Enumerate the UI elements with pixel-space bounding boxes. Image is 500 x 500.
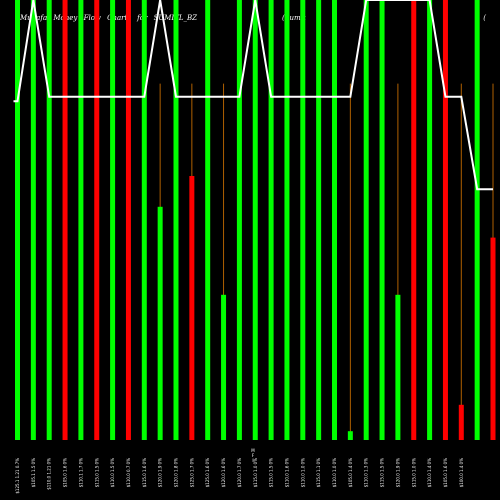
bar-2: [46, 0, 52, 440]
bar-4: [78, 0, 84, 440]
x-tick-label-5: $115.0 1.5 0%: [94, 458, 99, 487]
chart-subtitle: (Sumit: [282, 14, 306, 22]
x-tick-label-20: $110.0 1.0 0%: [332, 458, 337, 487]
x-tick-label-3: $105.0 1.6 0%: [63, 458, 68, 487]
x-tick-label-0: $125.1 1.21 0.7%: [15, 458, 20, 494]
x-tick-label-10: $120.0 1.8 0%: [174, 458, 179, 487]
bar-6: [110, 0, 116, 440]
bar-11: [189, 176, 195, 440]
bar-10: [173, 0, 179, 440]
bar-15: [252, 0, 258, 440]
bar-29: [474, 0, 480, 440]
bar-9: [157, 206, 163, 440]
bar-18: [300, 0, 306, 440]
x-tick-label-4: $110.1 1.7 0%: [78, 458, 83, 487]
bar-0: [15, 0, 20, 440]
x-tick-label-9: $120.0 1.9 0%: [158, 458, 163, 487]
x-tick-label-17: $110.0 1.6 0%: [284, 458, 289, 487]
bar-8: [141, 0, 147, 440]
center-label-0: M: [251, 448, 255, 453]
x-tick-label-23: $115.0 1.5 0%: [380, 458, 385, 487]
x-tick-label-21: $105.0 1.4 0%: [348, 458, 353, 487]
bar-26: [427, 0, 433, 440]
bar-23: [379, 0, 385, 440]
bar-5: [94, 0, 100, 440]
x-tick-label-1: $105.1 1.5 0%: [31, 458, 36, 487]
bar-13: [221, 294, 227, 440]
x-tick-label-15: $115.0 1.0 0%: [253, 458, 258, 487]
title-word-4: Charts: [107, 14, 131, 22]
x-tick-label-19: $115.0 1.1 0%: [316, 458, 321, 487]
x-tick-label-28: $100.0 1.4 0%: [459, 458, 464, 487]
center-label-1: F: [252, 453, 255, 458]
x-tick-label-8: $115.0 1.6 0%: [142, 458, 147, 487]
bar-28: [458, 404, 464, 440]
x-tick-label-13: $120.0 1.6 0%: [221, 458, 226, 487]
bar-3: [62, 0, 68, 440]
x-tick-label-14: $120.0 1.7 0%: [237, 458, 242, 487]
bar-17: [284, 0, 290, 440]
bar-24: [395, 294, 401, 440]
x-tick-label-27: $105.0 1.6 0%: [443, 458, 448, 487]
bar-7: [125, 0, 131, 440]
bar-1: [30, 0, 36, 440]
bar-14: [236, 0, 242, 440]
x-tick-label-24: $120.0 1.9 0%: [395, 458, 400, 487]
bar-22: [363, 0, 369, 440]
x-tick-label-25: $115.0 1.0 0%: [411, 458, 416, 487]
center-label-2: I: [252, 458, 253, 463]
bar-20: [332, 0, 337, 440]
chart-right-label: (: [483, 14, 486, 22]
x-tick-label-2: $110.0 1.21 0%: [47, 458, 52, 490]
bar-19: [316, 0, 322, 440]
bar-30: [490, 237, 496, 440]
bar-16: [268, 0, 274, 440]
x-tick-label-6: $110.0 1.5 0%: [110, 458, 115, 487]
x-tick-label-12: $125.0 1.6 0%: [205, 458, 210, 487]
bar-25: [411, 0, 417, 440]
bar-27: [442, 0, 448, 440]
x-tick-label-11: $125.0 1.7 0%: [189, 458, 194, 487]
bar-12: [205, 0, 211, 440]
x-tick-label-22: $110.0 1.3 0%: [364, 458, 369, 487]
x-tick-label-7: $110.0 0.7 0%: [126, 458, 131, 487]
x-tick-label-16: $115.0 1.5 0%: [269, 458, 274, 487]
title-word-3: Flow: [83, 14, 101, 22]
bar-21: [347, 431, 353, 440]
x-tick-label-18: $110.0 1.0 0%: [300, 458, 305, 487]
x-tick-label-26: $110.0 1.4 0%: [427, 458, 432, 487]
money-flow-line: [13, 0, 493, 191]
